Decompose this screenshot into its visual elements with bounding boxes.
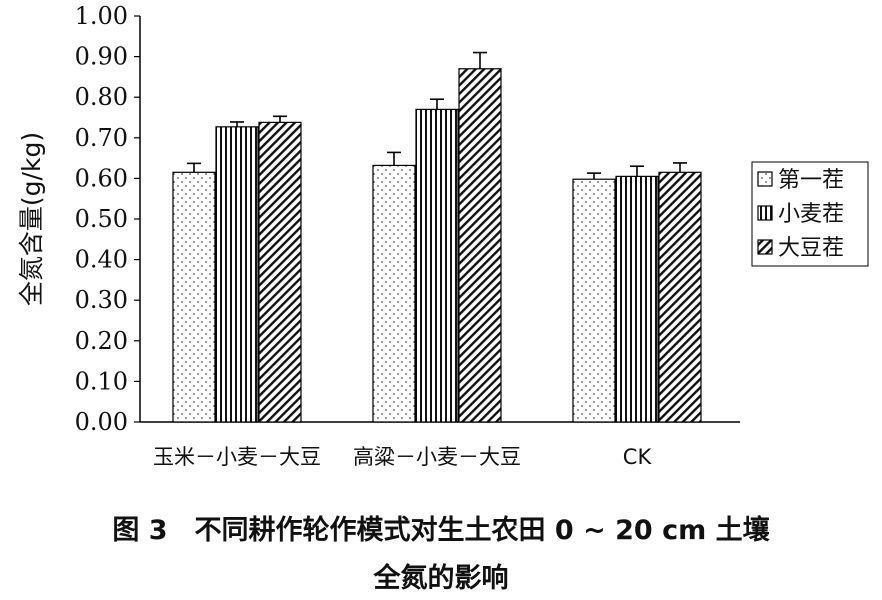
y-tick-label: 0.10 <box>75 367 128 395</box>
bar <box>415 108 459 423</box>
legend-swatch <box>757 205 773 221</box>
legend-swatch <box>757 239 773 255</box>
bar <box>458 68 502 423</box>
y-tick-label: 0.20 <box>75 327 128 355</box>
y-tick-label: 0.30 <box>75 286 128 314</box>
bar <box>372 164 416 423</box>
x-tick-label: CK <box>623 445 653 469</box>
bar <box>172 171 216 423</box>
chart-bars <box>172 51 702 423</box>
bar <box>215 126 259 423</box>
x-tick-label: 高粱－小麦－大豆 <box>353 445 521 469</box>
legend-label: 第一茬 <box>778 168 844 193</box>
x-tick-label: 玉米－小麦－大豆 <box>153 445 321 469</box>
y-tick-label: 0.40 <box>75 246 128 274</box>
figure-caption-line1: 图 3 不同耕作轮作模式对生土农田 0 ~ 20 cm 土壤 <box>112 515 770 546</box>
y-tick-label: 0.00 <box>75 408 128 436</box>
bar <box>615 175 659 423</box>
bar <box>572 178 616 423</box>
y-axis-title: 全氮含量(g/kg) <box>17 132 46 306</box>
y-tick-label: 0.60 <box>75 164 128 192</box>
chart-labels: 0.00 0.10 0.20 0.30 0.40 0.50 0.60 0.70 0.80 0.90… <box>17 2 652 469</box>
bar-chart: 0.00 0.10 0.20 0.30 0.40 0.50 0.60 0.70 0.80 0.90… <box>17 2 869 469</box>
y-tick-label: 1.00 <box>75 2 128 30</box>
y-tick-label: 0.50 <box>75 205 128 233</box>
legend-label: 小麦茬 <box>778 202 844 227</box>
figure-caption-line2: 全氮的影响 <box>373 563 509 594</box>
legend-swatch <box>757 171 773 187</box>
y-tick-label: 0.90 <box>75 43 128 71</box>
y-tick-label: 0.80 <box>75 83 128 111</box>
bar <box>258 121 302 423</box>
legend-label: 大豆茬 <box>778 236 844 261</box>
y-tick-label: 0.70 <box>75 124 128 152</box>
bar <box>658 171 702 423</box>
